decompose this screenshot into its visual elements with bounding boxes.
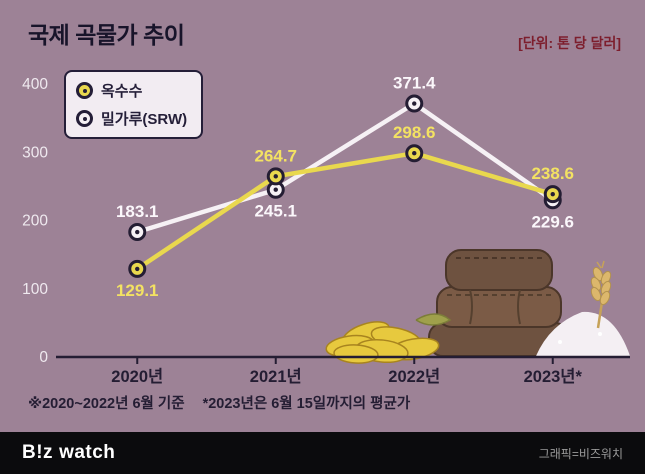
x-tick-label: 2021년 <box>250 367 302 386</box>
page-title: 국제 곡물가 추이 <box>28 22 185 48</box>
legend-item-corn: 옥수수 <box>76 80 187 101</box>
x-tick-label: 2022년 <box>388 367 440 386</box>
value-label: 371.4 <box>393 74 436 93</box>
wheat-marker-icon <box>76 110 93 127</box>
point-marker-center <box>550 191 555 197</box>
y-tick-label: 400 <box>22 76 48 93</box>
value-label: 238.6 <box>531 164 574 183</box>
value-label: 245.1 <box>254 202 297 221</box>
footer-bar: B!z watch 그래픽=비즈워치 <box>0 432 645 474</box>
y-tick-label: 100 <box>22 281 48 298</box>
x-tick-label: 2023년* <box>524 367 583 386</box>
footnote-average: *2023년은 6월 15일까지의 평균가 <box>202 396 411 412</box>
series-line-1 <box>135 101 555 235</box>
wheat-stalk-icon <box>590 260 612 329</box>
value-label: 298.6 <box>393 123 436 142</box>
point-marker-center <box>135 266 140 272</box>
point-marker-center <box>412 151 417 156</box>
series-line-0 <box>135 150 555 272</box>
legend-item-wheat: 밀가루(SRW) <box>76 108 187 129</box>
point-marker-center <box>135 229 140 235</box>
legend-label-wheat: 밀가루(SRW) <box>101 111 188 128</box>
grain-sack-middle <box>436 286 562 328</box>
credit-text: 그래픽=비즈워치 <box>538 446 623 461</box>
y-tick-label: 200 <box>22 213 48 230</box>
y-tick-label: 0 <box>39 349 48 366</box>
footnote-base: ※2020~2022년 6월 기준 <box>28 396 185 412</box>
legend-label-corn: 옥수수 <box>101 83 143 100</box>
point-marker-center <box>412 101 417 106</box>
bizwatch-logo: B!z watch <box>22 442 115 464</box>
grain-sack-top <box>445 249 553 291</box>
grain-price-line-chart: 0 100 200 300 400 2020년 2021년 2022년 2023년* 183.1 2… <box>22 74 630 386</box>
value-label: 129.1 <box>116 281 159 300</box>
logo-watch-text: watch <box>59 442 116 463</box>
logo-biz-text: B!z <box>22 442 54 463</box>
chart-legend: 옥수수 밀가루(SRW) <box>64 70 204 139</box>
point-marker-center <box>273 187 278 192</box>
point-marker-center <box>273 174 278 179</box>
value-label: 264.7 <box>254 146 297 165</box>
flour-mound <box>536 311 630 356</box>
corn-marker-icon <box>76 82 93 99</box>
unit-label: [단위: 톤 당 달러] <box>518 35 621 51</box>
grain-illustration <box>325 249 630 364</box>
footnote: ※2020~2022년 6월 기준 *2023년은 6월 15일까지의 평균가 <box>28 392 410 413</box>
value-label: 183.1 <box>116 202 159 221</box>
x-tick-label: 2020년 <box>111 367 163 386</box>
value-label: 229.6 <box>531 212 574 231</box>
y-tick-label: 300 <box>22 144 48 161</box>
